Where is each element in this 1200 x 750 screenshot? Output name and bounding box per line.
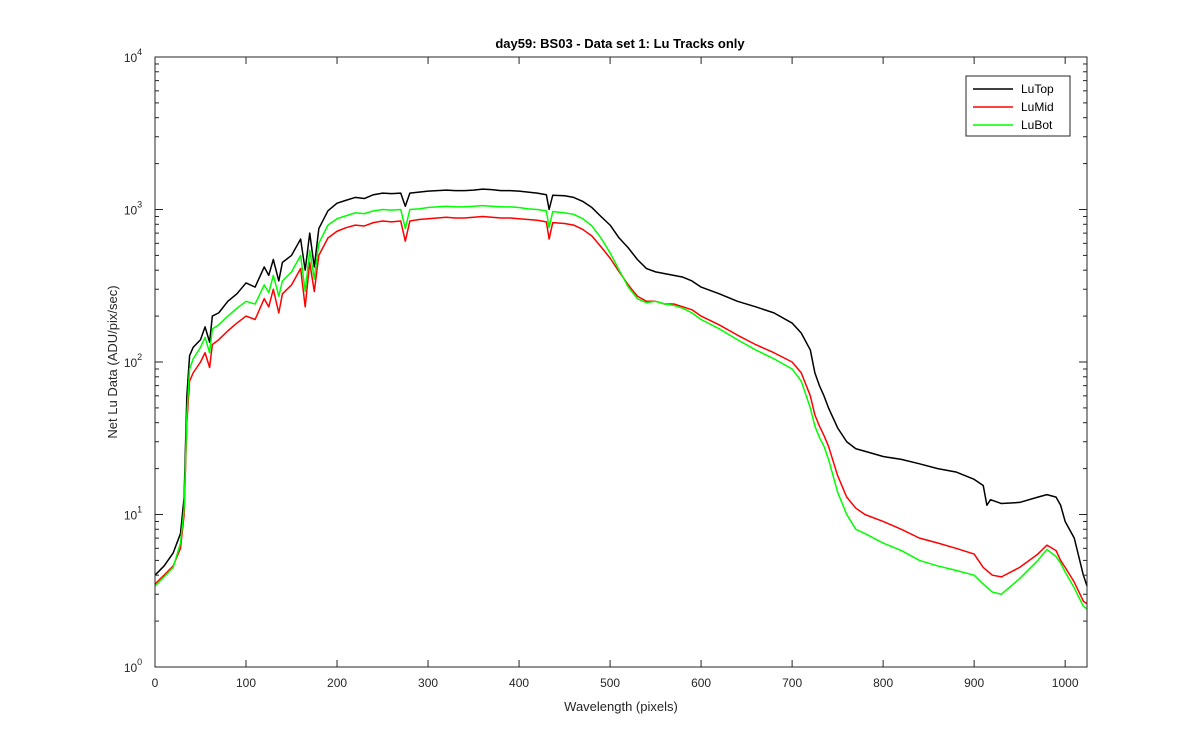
chart-title: day59: BS03 - Data set 1: Lu Tracks only [495,36,745,51]
x-tick-label: 500 [600,676,620,690]
x-tick-label: 0 [152,676,159,690]
y-tick-label: 103 [124,200,142,218]
x-tick-label: 100 [236,676,256,690]
legend-label-lutop: LuTop [1021,82,1054,96]
y-axis-ticks: 100 101 102 103 104 [124,47,1087,675]
series-line-lutop [154,188,1088,587]
plot-area [155,57,1087,667]
x-tick-label: 800 [873,676,893,690]
legend-box [965,75,1071,137]
y-axis-label: Net Lu Data (ADU/pix/sec) [105,285,120,438]
x-tick-label: 1000 [1052,676,1079,690]
x-tick-label: 200 [327,676,347,690]
x-tick-label: 400 [509,676,529,690]
legend-label-lumid: LuMid [1021,100,1054,114]
y-tick-label: 101 [124,505,142,523]
x-tick-label: 900 [964,676,984,690]
legend-label-lubot: LuBot [1021,118,1053,132]
series-layer [154,188,1088,610]
series-line-lumid [154,215,1088,605]
x-axis-label: Wavelength (pixels) [564,699,678,714]
y-tick-label: 102 [124,352,142,370]
x-axis-ticks: 0 100 200 300 400 500 600 700 800 900 1000 [152,57,1079,690]
x-tick-label: 700 [782,676,802,690]
x-tick-label: 600 [691,676,711,690]
y-tick-label: 104 [124,47,142,65]
legend-items: LuTop LuMid LuBot [973,82,1054,132]
series-line-lubot [154,204,1088,610]
y-tick-label: 100 [124,657,142,675]
legend: LuTop LuMid LuBot [965,75,1071,137]
x-tick-label: 300 [418,676,438,690]
